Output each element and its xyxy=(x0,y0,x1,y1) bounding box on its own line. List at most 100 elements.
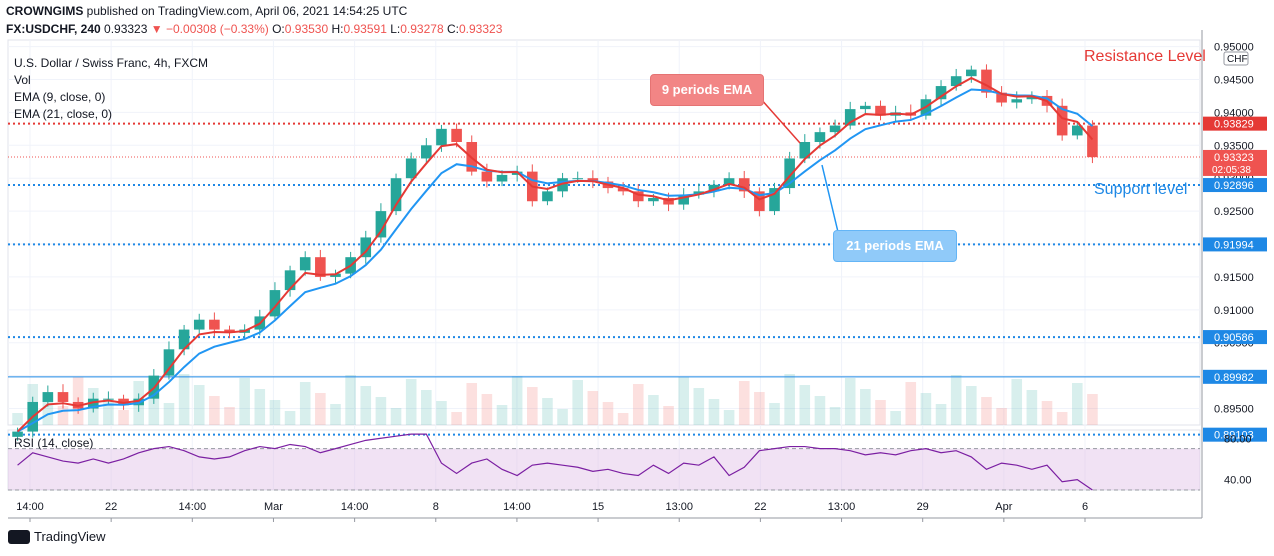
candle-body xyxy=(829,125,841,133)
time-tick-label: 8 xyxy=(433,501,439,513)
candle-body xyxy=(360,237,372,258)
rsi-tick-label: 80.00 xyxy=(1224,433,1252,445)
series-title[interactable]: U.S. Dollar / Swiss Franc, 4h, FXCM xyxy=(14,56,209,70)
volume-bar xyxy=(315,393,326,425)
volume-bar xyxy=(1071,383,1083,425)
volume-bar xyxy=(178,374,190,425)
volume-bar xyxy=(239,378,250,425)
rsi-pane xyxy=(8,433,1200,491)
legend-rsi[interactable]: RSI (14, close) xyxy=(14,436,94,450)
volume-bar xyxy=(844,378,856,425)
volume-bar xyxy=(754,392,765,425)
candle-body xyxy=(723,178,735,185)
ohlc-header: FX:USDCHF, 240 0.93323 ▼ −0.00308 (−0.33… xyxy=(6,22,502,36)
ema21-callout-pointer xyxy=(821,164,839,233)
level-price-tag xyxy=(1203,427,1267,442)
ema21-line xyxy=(17,88,1094,433)
candle-body xyxy=(436,128,447,146)
candle-body xyxy=(57,392,69,402)
volume-bar xyxy=(935,404,947,425)
volume-bars xyxy=(12,374,1098,425)
legend-ema21[interactable]: EMA (21, close, 0) xyxy=(14,107,113,121)
candle-body xyxy=(481,171,493,182)
legend-vol[interactable]: Vol xyxy=(14,73,31,87)
candle-body xyxy=(163,349,175,376)
candle-body xyxy=(224,329,235,333)
volume-bar xyxy=(784,374,795,425)
candle-body xyxy=(799,142,811,159)
candle-body xyxy=(193,319,205,330)
volume-bar xyxy=(1026,390,1038,425)
candle-body xyxy=(315,257,326,277)
volume-bar xyxy=(875,400,886,425)
volume-bar xyxy=(451,412,462,425)
candle-body xyxy=(769,188,780,212)
candle-body xyxy=(375,211,387,238)
candle-body xyxy=(178,329,190,350)
legend-ema9[interactable]: EMA (9, close, 0) xyxy=(14,90,106,104)
volume-bar xyxy=(693,388,705,425)
level-price-tag xyxy=(1203,369,1267,384)
candle-body xyxy=(103,398,114,400)
volume-bar xyxy=(678,377,689,425)
volume-bar xyxy=(481,394,493,425)
volume-bar xyxy=(860,389,871,425)
tradingview-brand[interactable]: TradingView xyxy=(8,529,106,544)
candle-body xyxy=(648,197,659,202)
ema21-callout: 21 periods EMA xyxy=(833,230,957,262)
candle-body xyxy=(617,188,629,192)
volume-bar xyxy=(163,403,175,425)
candle-body xyxy=(451,128,462,143)
time-tick-label: 22 xyxy=(105,501,117,513)
time-axis[interactable]: 14:00 22 14:00 Mar 14:00 8 14:00 15 13:00 22 13:00… xyxy=(16,501,1088,522)
last-price: 0.93323 xyxy=(104,22,148,36)
volume-bar xyxy=(966,386,977,425)
candle-body xyxy=(269,290,281,317)
time-tick-label: 29 xyxy=(917,501,929,513)
candle-body xyxy=(330,273,341,277)
candle-body xyxy=(693,191,705,195)
level-price-tag xyxy=(1203,330,1267,345)
candle-body xyxy=(875,105,886,116)
volume-bar xyxy=(1087,394,1098,425)
price-axis[interactable]: 0.950000.945000.940000.935000.930000.925… xyxy=(1203,42,1267,487)
level-price-tag xyxy=(1203,237,1267,252)
level-price-label: 0.89982 xyxy=(1214,372,1254,384)
volume-bar xyxy=(360,386,372,425)
candle-body xyxy=(860,105,871,110)
price-tick-label: 0.89500 xyxy=(1214,404,1254,416)
low-label: L: xyxy=(390,22,401,36)
level-price-label: 0.90586 xyxy=(1214,332,1254,344)
time-tick-label: Apr xyxy=(995,501,1012,513)
volume-bar xyxy=(769,403,780,425)
candle-body xyxy=(12,431,23,437)
brand-label: TradingView xyxy=(34,529,106,544)
rsi-line xyxy=(17,433,1093,491)
candle-body xyxy=(738,178,750,192)
candle-body xyxy=(390,178,402,212)
candle-body xyxy=(587,178,599,182)
time-tick-label: 6 xyxy=(1082,501,1088,513)
symbol-label: FX:USDCHF, 240 xyxy=(6,22,101,36)
time-tick-label: 14:00 xyxy=(341,501,369,513)
volume-bar xyxy=(496,405,508,425)
high-value: 0.93591 xyxy=(343,22,387,36)
time-tick-label: Mar xyxy=(264,501,283,513)
candle-body xyxy=(754,191,765,212)
price-tick-label: 0.95000 xyxy=(1214,42,1254,54)
candle-body xyxy=(966,69,977,77)
volume-bar xyxy=(390,408,402,425)
price-tick-label: 0.92500 xyxy=(1214,206,1254,218)
volume-bar xyxy=(526,387,538,425)
volume-bar xyxy=(254,389,266,425)
price-tick-label: 0.93500 xyxy=(1214,140,1254,152)
volume-bar xyxy=(996,408,1007,425)
time-tick-label: 22 xyxy=(754,501,766,513)
publisher-name[interactable]: CROWNGIMS xyxy=(6,4,84,18)
publish-text: published on TradingView.com, April 06, … xyxy=(86,4,408,18)
time-tick-label: 13:00 xyxy=(665,501,693,513)
level-price-tag xyxy=(1203,116,1267,131)
volume-bar xyxy=(617,413,629,425)
open-label: O: xyxy=(272,22,285,36)
